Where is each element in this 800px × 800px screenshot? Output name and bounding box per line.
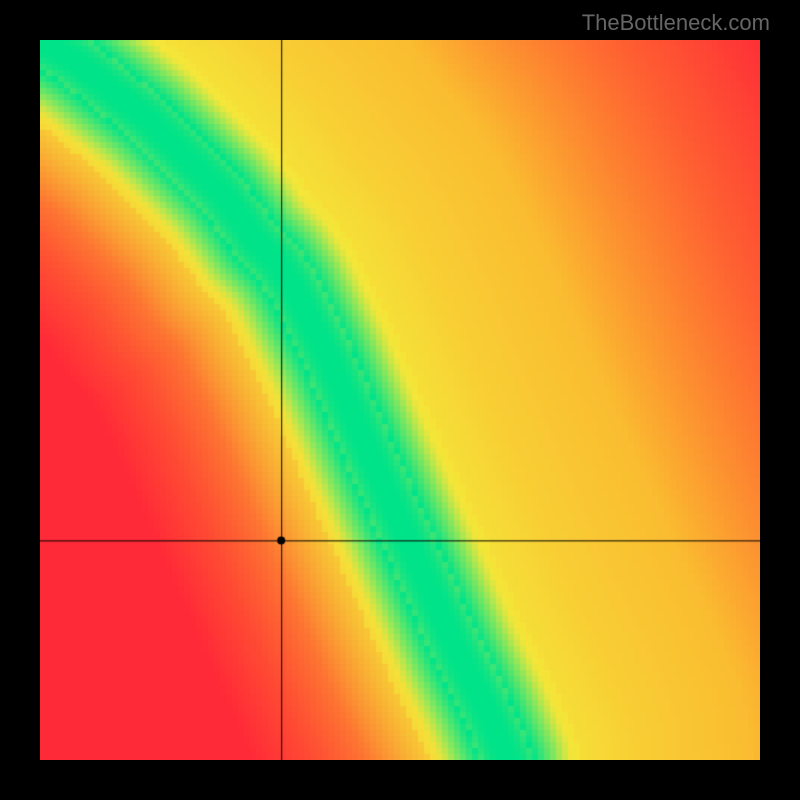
watermark-text: TheBottleneck.com	[582, 10, 770, 36]
heatmap-canvas	[40, 40, 760, 760]
chart-container: TheBottleneck.com	[0, 0, 800, 800]
heatmap-plot	[40, 40, 760, 760]
